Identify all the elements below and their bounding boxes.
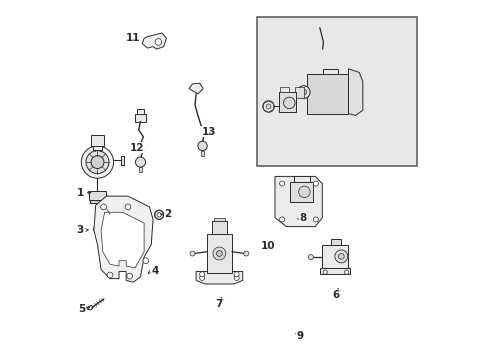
Circle shape — [81, 146, 113, 178]
Bar — [206, 234, 231, 273]
Circle shape — [216, 251, 222, 256]
Circle shape — [135, 157, 145, 167]
Bar — [280, 87, 289, 92]
Text: 9: 9 — [296, 331, 303, 341]
Circle shape — [334, 250, 347, 263]
Circle shape — [86, 150, 109, 174]
Circle shape — [154, 210, 163, 220]
Circle shape — [101, 204, 106, 210]
Bar — [257, 17, 416, 166]
Circle shape — [265, 104, 270, 109]
Bar — [201, 150, 203, 156]
Circle shape — [234, 272, 239, 277]
Circle shape — [286, 95, 295, 104]
Circle shape — [313, 217, 318, 222]
Bar — [306, 74, 348, 114]
Polygon shape — [274, 176, 322, 226]
Circle shape — [142, 258, 148, 264]
Bar — [90, 200, 104, 203]
Circle shape — [199, 275, 204, 280]
Bar — [211, 221, 227, 234]
Circle shape — [244, 251, 248, 256]
Circle shape — [212, 247, 225, 260]
Bar — [135, 114, 146, 122]
Circle shape — [107, 272, 113, 278]
Bar — [319, 268, 349, 274]
Polygon shape — [348, 69, 362, 116]
Text: 12: 12 — [129, 143, 144, 153]
Bar — [91, 135, 104, 146]
Bar — [278, 92, 296, 112]
Circle shape — [198, 141, 207, 150]
Text: 10: 10 — [260, 241, 274, 251]
Bar — [214, 218, 224, 221]
Bar — [323, 69, 337, 74]
Text: 2: 2 — [164, 209, 171, 219]
Bar — [136, 109, 144, 114]
Circle shape — [313, 181, 318, 186]
Text: 3: 3 — [77, 225, 84, 235]
Circle shape — [190, 251, 195, 256]
Circle shape — [199, 272, 204, 277]
Polygon shape — [94, 196, 153, 282]
Circle shape — [157, 213, 161, 217]
Circle shape — [283, 97, 294, 109]
Polygon shape — [93, 226, 100, 232]
Text: 7: 7 — [215, 299, 223, 309]
Text: 8: 8 — [299, 213, 306, 222]
Bar — [139, 167, 142, 172]
Circle shape — [279, 217, 284, 222]
Text: 11: 11 — [125, 33, 140, 43]
Bar — [93, 146, 102, 149]
Circle shape — [262, 101, 274, 112]
Circle shape — [155, 39, 162, 45]
Bar — [330, 239, 340, 244]
Circle shape — [126, 273, 132, 279]
Circle shape — [344, 270, 348, 274]
Bar — [294, 87, 303, 98]
Polygon shape — [188, 83, 203, 94]
Text: 6: 6 — [332, 290, 339, 300]
Circle shape — [298, 186, 309, 198]
Bar — [289, 182, 313, 202]
Text: 5: 5 — [78, 304, 85, 314]
Polygon shape — [196, 271, 242, 284]
Polygon shape — [101, 212, 144, 268]
Circle shape — [297, 86, 309, 99]
Circle shape — [91, 156, 104, 168]
Bar — [121, 156, 123, 165]
Polygon shape — [263, 101, 273, 112]
Bar — [293, 176, 309, 182]
Circle shape — [308, 255, 313, 260]
Bar — [321, 244, 348, 268]
Polygon shape — [142, 33, 166, 49]
Bar — [88, 191, 106, 200]
Polygon shape — [86, 305, 93, 310]
Circle shape — [338, 253, 344, 259]
Circle shape — [234, 275, 239, 280]
Circle shape — [300, 89, 306, 95]
Text: 4: 4 — [151, 266, 158, 276]
Text: 1: 1 — [77, 188, 84, 198]
Circle shape — [279, 181, 284, 186]
Circle shape — [125, 204, 131, 210]
Circle shape — [323, 270, 326, 274]
Text: 13: 13 — [201, 127, 215, 136]
